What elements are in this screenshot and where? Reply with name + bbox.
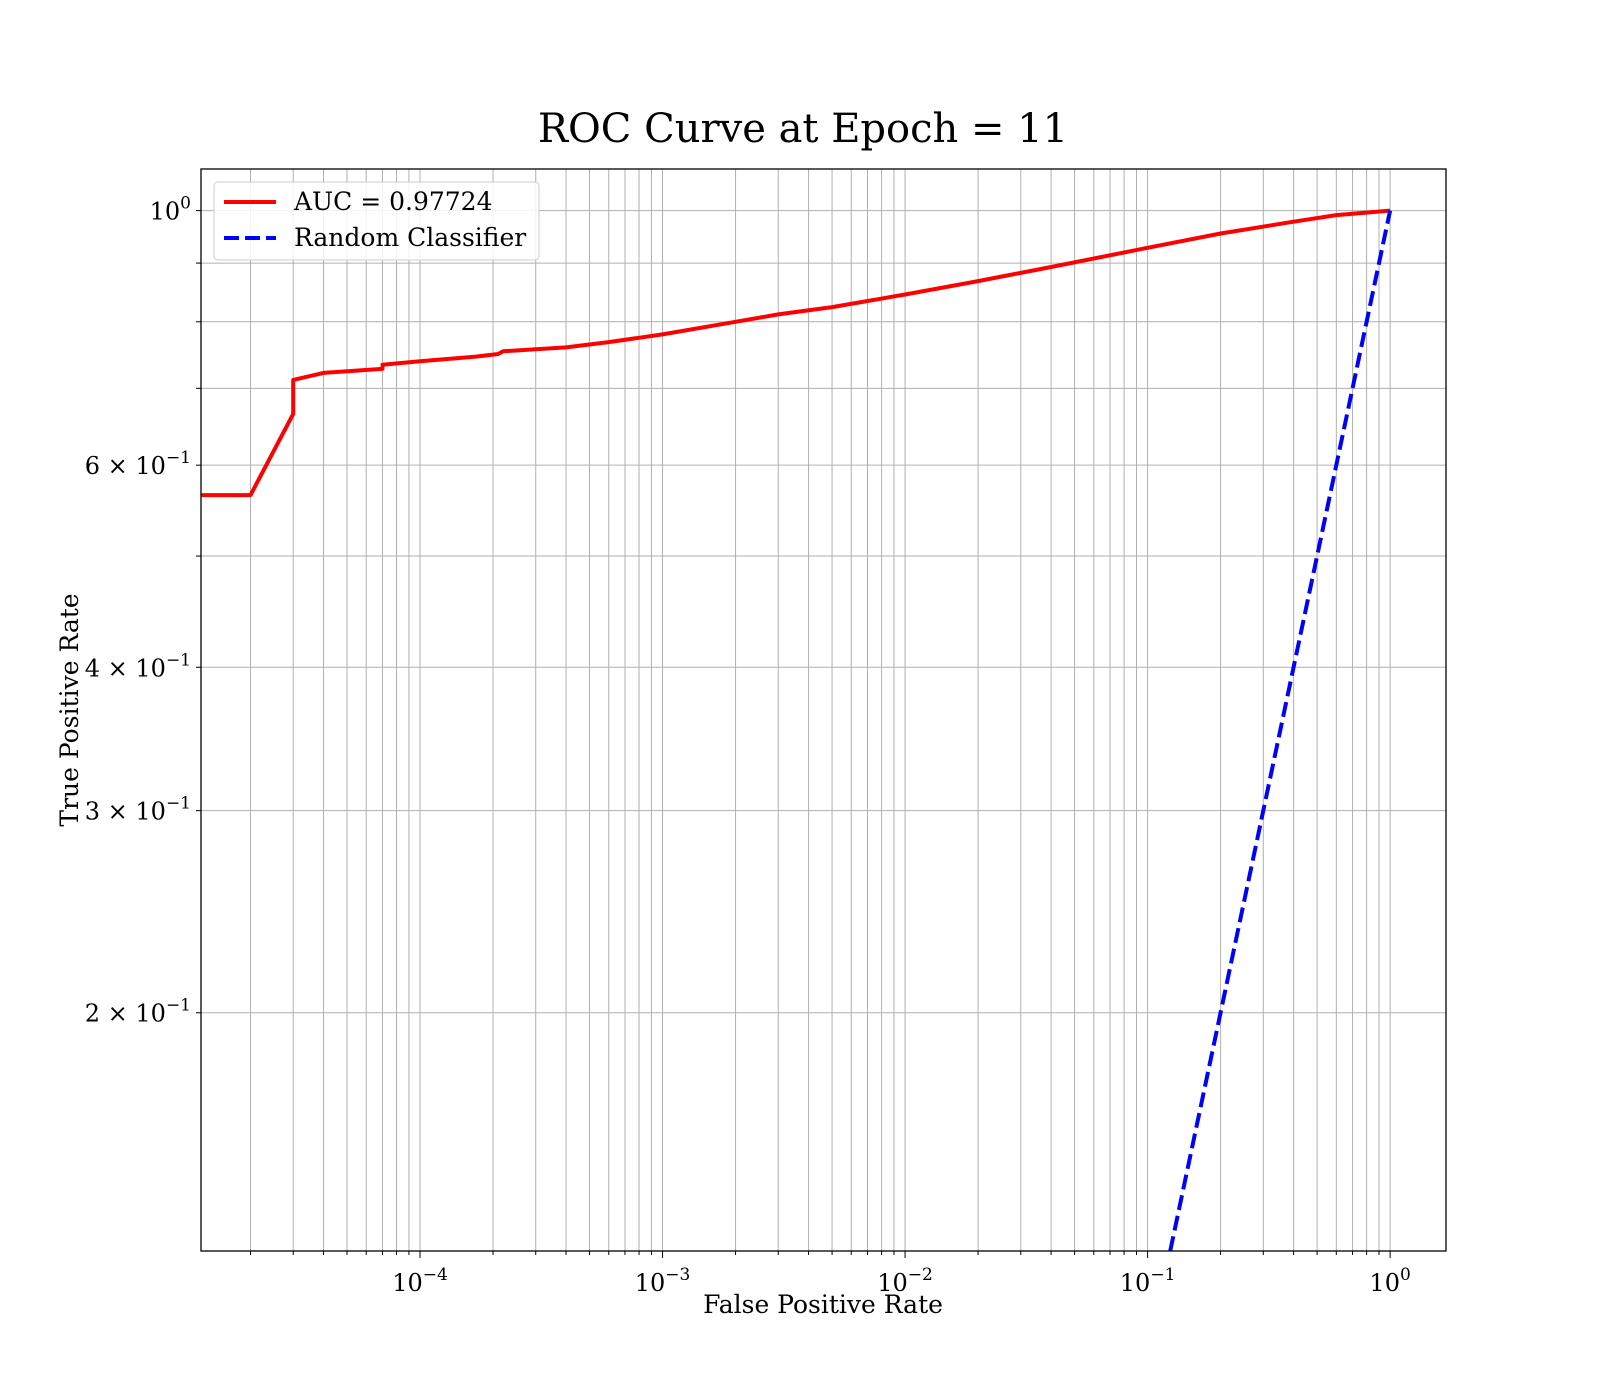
y-axis-label: True Positive Rate (55, 593, 84, 826)
y-tick-label: 3 × 10−1 (85, 794, 191, 826)
x-axis-label: False Positive Rate (703, 1290, 943, 1319)
y-tick-label: 4 × 10−1 (85, 650, 191, 682)
y-tick-label: 100 (150, 194, 191, 226)
x-tick-label: 10−2 (877, 1265, 933, 1297)
legend-entry-label: AUC = 0.97724 (293, 187, 492, 216)
legend-box (213, 181, 540, 261)
random-classifier-line (1168, 210, 1393, 1251)
plot-frame (200, 168, 1447, 1252)
legend-entry-label: Random Classifier (294, 223, 526, 252)
roc-curve-line (201, 208, 1391, 498)
x-tick-label: 10−1 (1120, 1265, 1176, 1297)
x-axis-ticks: 10−4 10−3 10−2 10−1 100 (250, 1251, 1411, 1297)
y-tick-label: 2 × 10−1 (85, 996, 191, 1028)
grid-lines (201, 169, 1446, 1251)
x-tick-label: 10−3 (635, 1265, 691, 1297)
x-tick-label: 10−4 (392, 1265, 448, 1297)
x-tick-label: 100 (1369, 1265, 1410, 1297)
chart-title: ROC Curve at Epoch = 11 (538, 106, 1068, 152)
y-axis-ticks: 100 6 × 10−1 4 × 10−1 3 × 10−1 2 × 10−1 (85, 194, 201, 1028)
series-layer (201, 208, 1393, 1251)
legend: AUC = 0.97724 Random Classifier (213, 181, 540, 261)
y-tick-label: 6 × 10−1 (85, 448, 191, 480)
